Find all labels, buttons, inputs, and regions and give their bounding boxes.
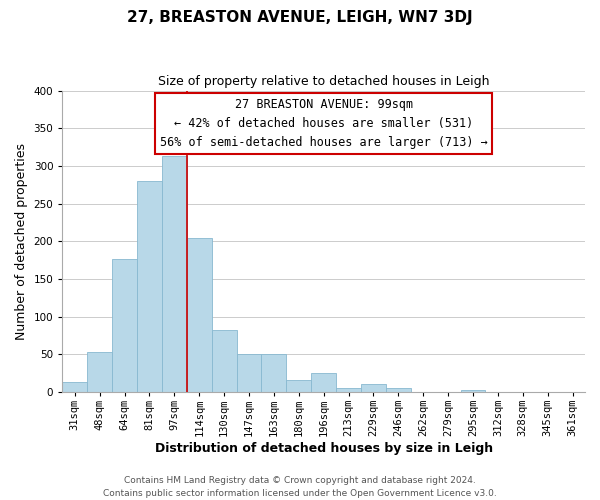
Text: 27, BREASTON AVENUE, LEIGH, WN7 3DJ: 27, BREASTON AVENUE, LEIGH, WN7 3DJ <box>127 10 473 25</box>
Bar <box>461 390 485 392</box>
Bar <box>262 354 286 392</box>
Title: Size of property relative to detached houses in Leigh: Size of property relative to detached ho… <box>158 75 490 88</box>
Bar <box>137 181 162 392</box>
Bar <box>286 380 311 392</box>
Bar <box>212 330 236 392</box>
Bar <box>87 352 112 392</box>
Bar <box>386 388 411 392</box>
Bar <box>236 354 262 392</box>
Bar <box>62 382 87 392</box>
Bar <box>336 388 361 392</box>
Bar <box>162 156 187 392</box>
X-axis label: Distribution of detached houses by size in Leigh: Distribution of detached houses by size … <box>155 442 493 455</box>
Bar <box>311 373 336 392</box>
Y-axis label: Number of detached properties: Number of detached properties <box>15 143 28 340</box>
Text: 27 BREASTON AVENUE: 99sqm
← 42% of detached houses are smaller (531)
56% of semi: 27 BREASTON AVENUE: 99sqm ← 42% of detac… <box>160 98 488 149</box>
Bar <box>112 260 137 392</box>
Bar <box>187 238 212 392</box>
Text: Contains HM Land Registry data © Crown copyright and database right 2024.
Contai: Contains HM Land Registry data © Crown c… <box>103 476 497 498</box>
Bar <box>361 384 386 392</box>
